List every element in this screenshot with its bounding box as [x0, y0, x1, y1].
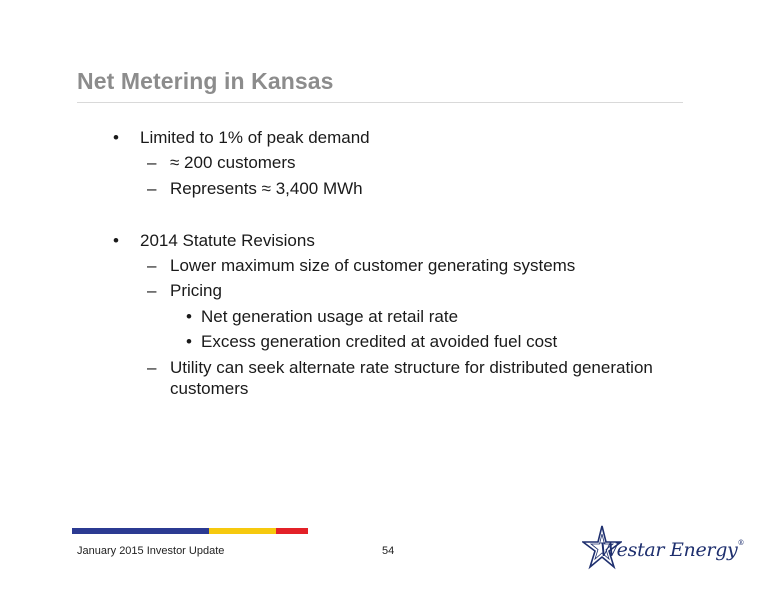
- dash-marker: –: [147, 179, 157, 198]
- bullet-text: Limited to 1% of peak demand: [140, 128, 370, 147]
- bullet-marker: •: [113, 128, 119, 147]
- sub-bullet-item: – Pricing: [147, 280, 222, 302]
- sub-bullet-continuation: customers: [170, 378, 248, 400]
- bullet-marker: •: [113, 231, 119, 250]
- registered-mark: ®: [737, 539, 745, 547]
- sub-bullet-item: – Utility can seek alternate rate struct…: [147, 357, 653, 379]
- bullet-marker: •: [186, 307, 192, 326]
- dash-marker: –: [147, 358, 157, 377]
- sub-bullet-item: – Lower maximum size of customer generat…: [147, 255, 576, 277]
- sub-bullet-item: – Represents ≈ 3,400 MWh: [147, 178, 363, 200]
- dash-marker: –: [147, 153, 157, 172]
- page-number: 54: [382, 545, 395, 557]
- sub-bullet-text: Lower maximum size of customer generatin…: [170, 256, 576, 275]
- sub-sub-bullet-item: • Net generation usage at retail rate: [186, 306, 459, 328]
- sub-sub-bullet-text: Net generation usage at retail rate: [201, 307, 459, 326]
- sub-sub-bullet-text: Excess generation credited at avoided fu…: [201, 332, 558, 351]
- star-logo-icon: [582, 525, 622, 570]
- bullet-item: • Limited to 1% of peak demand: [113, 127, 370, 149]
- westar-logo: Westar Energy®: [582, 524, 744, 574]
- sub-bullet-item: – ≈ 200 customers: [147, 152, 296, 174]
- footer-bar-blue: [72, 528, 209, 534]
- sub-bullet-text: Pricing: [170, 281, 222, 300]
- sub-bullet-text-continued: customers: [170, 379, 249, 398]
- slide-title: Net Metering in Kansas: [77, 68, 334, 94]
- bullet-marker: •: [186, 332, 192, 351]
- bullet-item: • 2014 Statute Revisions: [113, 230, 315, 252]
- title-divider: [77, 102, 683, 103]
- footer-bar-yellow: [209, 528, 276, 534]
- sub-bullet-text: ≈ 200 customers: [170, 153, 296, 172]
- footer-label: January 2015 Investor Update: [77, 545, 225, 557]
- sub-bullet-text: Represents ≈ 3,400 MWh: [170, 179, 363, 198]
- footer-bar-red: [276, 528, 308, 534]
- dash-marker: –: [147, 256, 157, 275]
- sub-sub-bullet-item: • Excess generation credited at avoided …: [186, 331, 558, 353]
- logo-wordmark: Westar Energy®: [599, 539, 744, 561]
- dash-marker: –: [147, 281, 157, 300]
- bullet-text: 2014 Statute Revisions: [140, 231, 315, 250]
- sub-bullet-text: Utility can seek alternate rate structur…: [170, 358, 653, 377]
- logo-text: Westar Energy: [599, 539, 738, 561]
